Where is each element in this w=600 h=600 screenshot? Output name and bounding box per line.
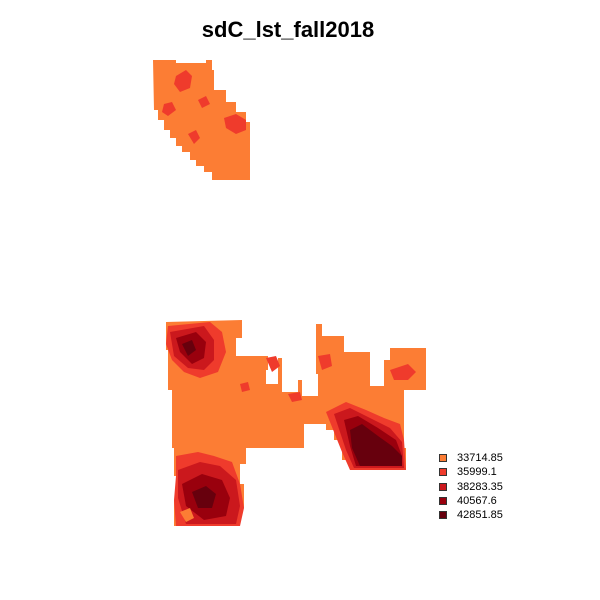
mid-hotspot-e xyxy=(390,364,416,380)
north-parcel xyxy=(153,60,250,180)
nw-class5 xyxy=(182,340,196,356)
south-parcel xyxy=(166,320,426,526)
north-hotspot-b xyxy=(162,102,176,116)
map-title: sdC_lst_fall2018 xyxy=(201,17,375,42)
sw-class5 xyxy=(192,486,216,508)
mid-hotspot-c xyxy=(240,382,250,392)
north-hotspot-c xyxy=(224,114,246,134)
legend-label: 40567.6 xyxy=(457,495,497,508)
legend: 33714.85 35999.1 38283.35 40567.6 42851.… xyxy=(439,451,503,522)
north-parcel-base xyxy=(153,60,250,180)
north-hotspot-e xyxy=(198,96,210,108)
legend-label: 35999.1 xyxy=(457,466,497,479)
legend-label: 42851.85 xyxy=(457,509,503,522)
legend-item: 42851.85 xyxy=(439,508,503,522)
legend-item: 33714.85 xyxy=(439,451,503,465)
legend-item: 40567.6 xyxy=(439,494,503,508)
legend-swatch xyxy=(439,497,447,506)
legend-swatch xyxy=(439,511,447,520)
mid-hotspot-a xyxy=(266,356,280,372)
mid-hotspot-d xyxy=(318,354,332,370)
legend-swatch xyxy=(439,454,447,463)
se-class5 xyxy=(350,424,402,466)
sw-hotspot-orange xyxy=(180,508,194,522)
legend-label: 33714.85 xyxy=(457,452,503,465)
legend-item: 38283.35 xyxy=(439,480,503,494)
legend-swatch xyxy=(439,482,447,491)
legend-swatch xyxy=(439,468,447,477)
legend-label: 38283.35 xyxy=(457,480,503,493)
legend-item: 35999.1 xyxy=(439,465,503,479)
north-hotspot-d xyxy=(188,130,200,144)
mid-hotspot-b xyxy=(288,392,302,402)
north-hotspot-a xyxy=(174,70,192,92)
